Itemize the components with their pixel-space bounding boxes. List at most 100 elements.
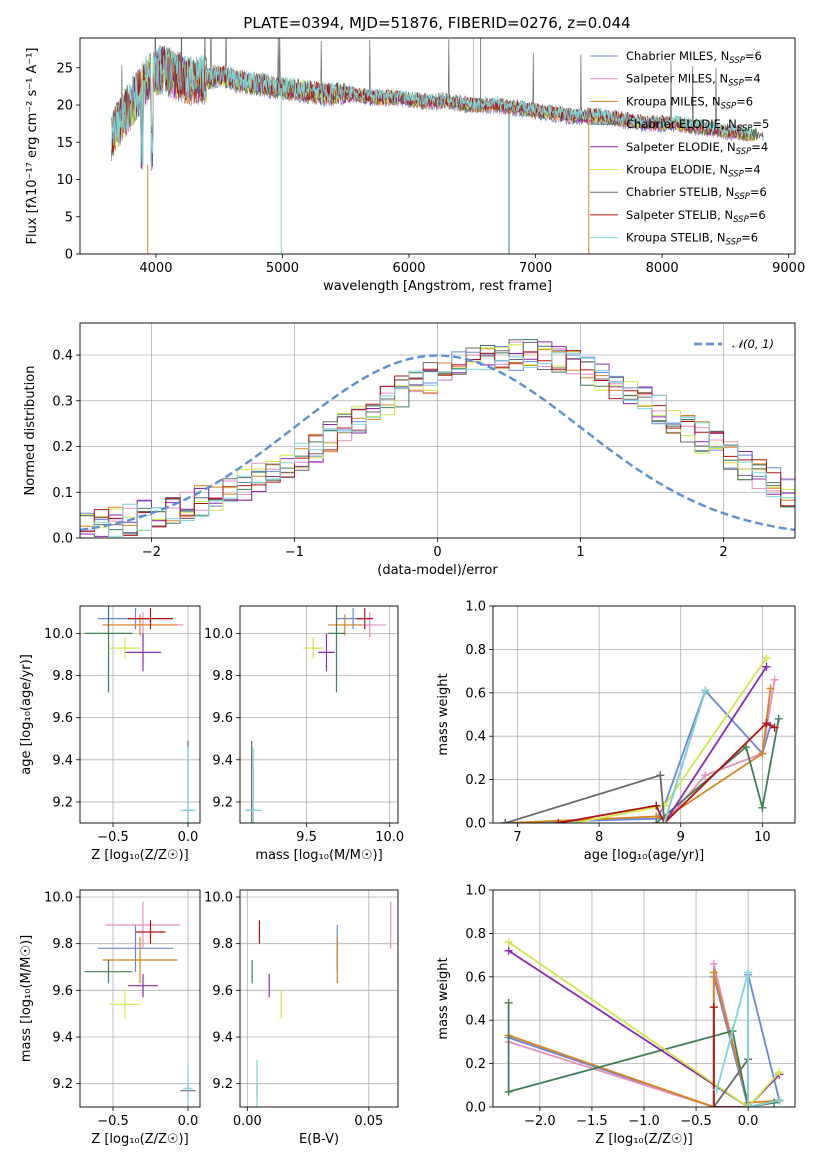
- spectrum-frame: [79, 37, 796, 255]
- legend-label-main: Chabrier STELIB, N: [626, 185, 734, 199]
- y-tick-label: 9.8: [212, 669, 233, 684]
- mass_vs_ebv-frame: [239, 889, 399, 1108]
- legend-label: Salpeter STELIB, NSSP=6: [626, 208, 766, 225]
- x-tick-label: −0.5: [97, 830, 129, 845]
- y-tick-label: 0: [65, 248, 73, 263]
- weight-marker: [774, 714, 783, 723]
- y-tick-label: 9.6: [52, 984, 73, 999]
- x-tick-label: 0.00: [233, 1114, 262, 1129]
- y-tick-label: 0.2: [52, 440, 73, 455]
- weight_vs_Z-frame: [492, 889, 796, 1108]
- y-tick-label: 10.0: [204, 891, 233, 906]
- y-tick-label: 9.2: [212, 1077, 233, 1092]
- y-tick-label: 9.8: [52, 669, 73, 684]
- y-tick-label: 9.4: [212, 1031, 233, 1046]
- gaussian-curve: [80, 354, 795, 532]
- legend-label-tail: =5: [752, 117, 769, 131]
- y-tick-label: 0.1: [52, 486, 73, 501]
- weight-series: [655, 718, 780, 823]
- y-tick-label: 15: [56, 136, 73, 151]
- x-tick-label: −1: [285, 545, 304, 560]
- x-tick-label: 6000: [392, 261, 425, 276]
- legend-label: Chabrier STELIB, NSSP=6: [626, 185, 767, 202]
- y-tick-label: 0.4: [465, 730, 486, 745]
- legend-gaussian-label: 𝒩(0, 1): [732, 337, 774, 351]
- x-axis-label: (data-model)/error: [377, 563, 498, 578]
- x-tick-label: 8: [595, 830, 603, 845]
- weight-marker: [709, 959, 718, 968]
- spectrum-axes: 4000 5000 6000 7000 8000 9000 0 5 10 15 20 25 wavele…: [25, 48, 805, 295]
- y-tick-label: 0.0: [52, 532, 73, 547]
- legend-label-tail: =4: [751, 140, 768, 154]
- y-tick-label: 0.6: [465, 686, 486, 701]
- y-tick-label: 9.6: [52, 711, 73, 726]
- weight-series: [716, 972, 780, 1107]
- legend-label-sub: SSP: [721, 101, 737, 111]
- legend-label-tail: =6: [750, 185, 767, 199]
- legend-label: Kroupa ELODIE, NSSP=4: [626, 163, 761, 180]
- residuals-frame: [79, 322, 796, 539]
- x-tick-label: −1.0: [628, 1114, 660, 1129]
- x-axis-label: E(B-V): [299, 1132, 339, 1147]
- weight-series: [574, 657, 768, 823]
- y-tick-label: 9.4: [52, 753, 73, 768]
- legend-label: Salpeter MILES, NSSP=4: [626, 72, 761, 89]
- legend-label-main: Salpeter ELODIE, N: [626, 140, 736, 154]
- y-tick-label: 1.0: [465, 884, 486, 899]
- y-tick-label: 10.0: [44, 891, 73, 906]
- legend-label-main: Kroupa ELODIE, N: [626, 163, 728, 177]
- weight-marker: [770, 675, 779, 684]
- weight-marker: [504, 946, 513, 955]
- y-axis-label: Flux [fλ10⁻¹⁷ erg cm⁻² s⁻¹ A⁻¹]: [25, 48, 40, 245]
- histogram-series: [80, 341, 795, 534]
- x-axis-label: mass [log₁₀(M/M☉)]: [255, 848, 382, 863]
- weight-marker: [652, 801, 661, 810]
- x-tick-label: 7000: [519, 261, 552, 276]
- x-axis-label: Z [log₁₀(Z/Z☉)]: [91, 1132, 188, 1147]
- weight-marker: [660, 819, 669, 823]
- x-tick-label: 2: [719, 545, 727, 560]
- legend-label-main: Kroupa STELIB, N: [626, 231, 726, 245]
- x-axis-label: wavelength [Angstrom, rest frame]: [323, 279, 552, 294]
- legend-label-sub: SSP: [728, 170, 744, 180]
- y-tick-label: 9.2: [52, 1077, 73, 1092]
- legend-label-main: Chabrier MILES, N: [626, 49, 729, 63]
- x-tick-label: 10: [754, 830, 771, 845]
- x-tick-label: 7: [513, 830, 521, 845]
- legend-label-main: Kroupa MILES, N: [626, 94, 721, 108]
- legend-label-sub: SSP: [736, 147, 752, 157]
- x-tick-label: 9: [677, 830, 685, 845]
- weight-marker: [701, 686, 710, 695]
- histogram-series: [80, 352, 795, 537]
- y-tick-label: 20: [56, 99, 73, 114]
- x-tick-label: 4000: [139, 261, 172, 276]
- weight-marker: [766, 684, 775, 693]
- x-tick-label: 0.0: [178, 830, 199, 845]
- weight-marker: [554, 819, 563, 823]
- legend-label-tail: =6: [749, 208, 766, 222]
- age_vs_mass-frame: [239, 605, 399, 824]
- weight-series: [508, 950, 781, 1107]
- y-axis-label: mass [log₁₀(M/M☉)]: [19, 935, 34, 1062]
- spectrum-lines: [111, 38, 764, 254]
- y-tick-label: 9.2: [212, 795, 233, 810]
- weight-marker: [762, 662, 771, 671]
- y-axis-label: mass weight: [436, 673, 451, 755]
- weight-series: [663, 690, 707, 823]
- legend-label-sub: SSP: [728, 79, 744, 89]
- legend-label-main: Salpeter STELIB, N: [626, 208, 733, 222]
- weight-marker: [762, 654, 771, 663]
- x-tick-label: 10.0: [375, 830, 404, 845]
- y-tick-label: 9.6: [212, 984, 233, 999]
- y-tick-label: 0.2: [465, 1057, 486, 1072]
- legend-label-tail: =6: [741, 231, 758, 245]
- weight-marker: [758, 803, 767, 812]
- x-tick-label: 5000: [266, 261, 299, 276]
- legend-label-tail: =6: [736, 94, 753, 108]
- weight-marker: [709, 1003, 718, 1012]
- weight-marker: [504, 1087, 513, 1096]
- weight-series: [508, 941, 781, 1107]
- y-tick-label: 0.4: [52, 349, 73, 364]
- y-tick-label: 9.6: [212, 711, 233, 726]
